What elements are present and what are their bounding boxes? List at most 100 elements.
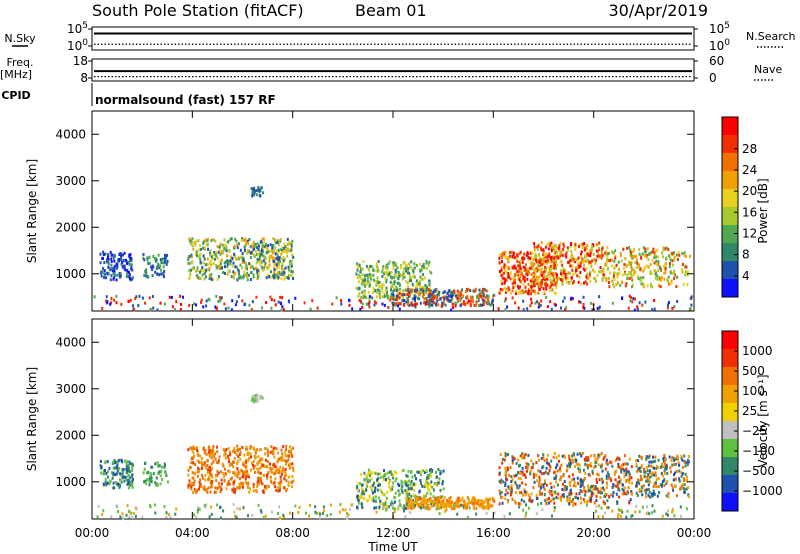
- data-cell: [385, 477, 387, 481]
- data-cell: [586, 272, 589, 276]
- data-cell: [380, 283, 383, 287]
- data-cell: [536, 479, 539, 483]
- data-cell: [550, 459, 553, 463]
- data-cell: [402, 294, 404, 298]
- data-cell: [240, 481, 243, 485]
- data-cell: [246, 239, 249, 243]
- data-cell: [423, 498, 426, 502]
- data-cell: [239, 255, 242, 259]
- data-cell: [540, 483, 543, 487]
- data-cell: [599, 266, 602, 269]
- data-cell: [263, 264, 266, 268]
- data-cell: [647, 477, 650, 481]
- freq-label: Freq.: [6, 56, 33, 69]
- data-cell: [556, 277, 559, 281]
- data-cell: [510, 487, 513, 491]
- data-cell: [605, 461, 608, 465]
- data-cell: [390, 294, 393, 298]
- data-cell: [524, 483, 527, 486]
- data-cell: [232, 471, 235, 475]
- data-cell: [255, 489, 257, 492]
- data-cell: [127, 299, 130, 303]
- data-cell: [541, 274, 544, 278]
- data-cell: [550, 307, 553, 311]
- data-cell: [398, 292, 401, 296]
- data-cell: [478, 504, 481, 508]
- data-cell: [628, 276, 631, 280]
- data-cell: [562, 271, 565, 275]
- data-cell: [316, 306, 319, 310]
- data-cell: [233, 447, 236, 451]
- data-cell: [258, 254, 261, 258]
- data-cell: [503, 251, 506, 255]
- data-cell: [554, 470, 557, 474]
- data-cell: [411, 507, 414, 511]
- data-cell: [285, 247, 288, 251]
- data-cell: [126, 271, 129, 275]
- data-cell: [219, 265, 222, 269]
- data-cell: [270, 254, 273, 258]
- data-cell: [377, 288, 380, 292]
- data-cell: [568, 502, 571, 506]
- data-cell: [551, 498, 554, 501]
- data-cell: [289, 465, 292, 469]
- data-cell: [108, 482, 111, 486]
- data-cell: [369, 265, 372, 268]
- data-cell: [662, 264, 665, 268]
- data-cell: [649, 480, 652, 484]
- data-cell: [401, 489, 404, 492]
- data-cell: [683, 454, 686, 458]
- data-cell: [553, 278, 555, 282]
- data-cell: [566, 495, 569, 499]
- data-cell: [392, 474, 395, 477]
- data-cell: [524, 514, 527, 518]
- data-cell: [220, 482, 223, 486]
- data-cell: [208, 469, 211, 473]
- data-cell: [565, 255, 568, 259]
- data-cell: [175, 300, 178, 304]
- data-cell: [624, 257, 627, 261]
- data-cell: [513, 256, 516, 260]
- data-cell: [412, 498, 415, 502]
- data-cell: [382, 477, 385, 481]
- data-cell: [189, 239, 192, 243]
- data-cell: [201, 273, 204, 277]
- data-cell: [501, 282, 504, 286]
- data-cell: [133, 308, 136, 312]
- data-cell: [657, 269, 660, 273]
- data-cell: [225, 456, 228, 460]
- data-cell: [607, 276, 610, 280]
- data-cell: [365, 474, 368, 478]
- data-cell: [223, 238, 226, 242]
- data-cell: [206, 257, 209, 261]
- data-cell: [367, 296, 370, 300]
- data-cell: [599, 270, 602, 274]
- data-cell: [556, 252, 558, 256]
- data-cell: [574, 258, 577, 262]
- colorbar-segment: [722, 457, 738, 476]
- data-cell: [196, 274, 199, 278]
- data-cell: [586, 258, 589, 262]
- data-cell: [190, 466, 193, 470]
- data-cell: [535, 512, 538, 516]
- data-cell: [190, 487, 193, 491]
- data-cell: [112, 266, 115, 270]
- data-cell: [641, 505, 644, 509]
- data-cell: [415, 285, 418, 289]
- data-cell: [164, 463, 166, 467]
- data-cell: [376, 265, 379, 269]
- data-cell: [669, 258, 672, 262]
- data-cell: [425, 288, 428, 292]
- data-cell: [265, 251, 268, 255]
- data-cell: [410, 479, 413, 483]
- data-cell: [406, 480, 409, 484]
- data-cell: [452, 302, 455, 306]
- colorbar-tick-label: 500: [742, 364, 765, 378]
- data-cell: [147, 470, 150, 474]
- data-cell: [542, 259, 545, 263]
- data-cell: [415, 500, 418, 504]
- data-cell: [420, 501, 423, 505]
- data-cell: [233, 490, 236, 494]
- data-cell: [107, 272, 110, 276]
- data-cell: [107, 253, 110, 257]
